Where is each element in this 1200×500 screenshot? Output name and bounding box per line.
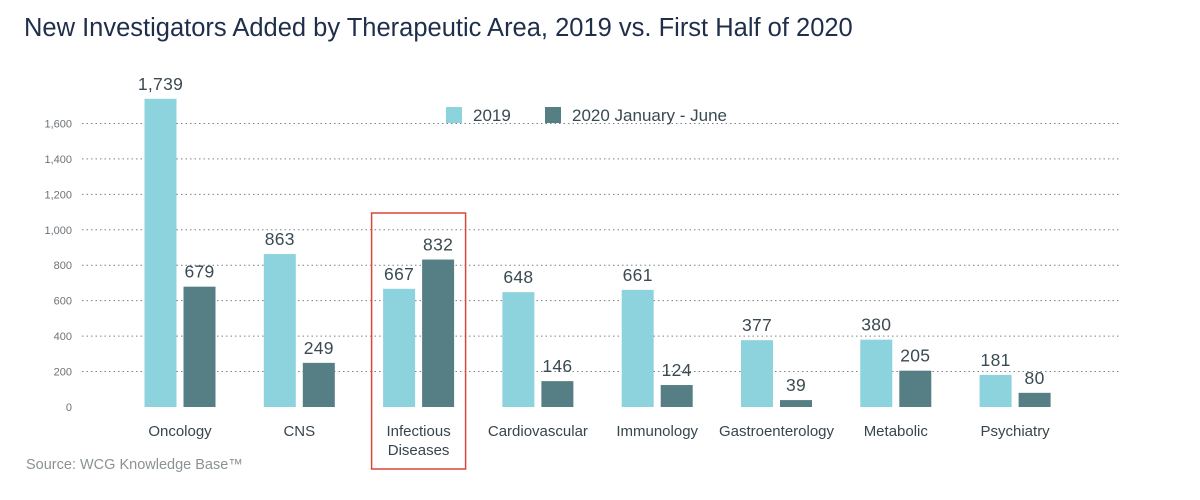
- legend-label: 2019: [473, 106, 511, 125]
- category-label: Oncology: [148, 423, 212, 440]
- category-label: Infectious: [386, 423, 450, 440]
- y-tick-label: 1,600: [44, 118, 72, 130]
- bar-value-label: 39: [786, 375, 806, 395]
- category-label: Immunology: [616, 423, 698, 440]
- bar-value-label: 146: [542, 356, 572, 376]
- highlight-layer: [370, 212, 467, 470]
- bar-value-label: 249: [304, 338, 334, 358]
- category-label: Metabolic: [864, 423, 929, 440]
- highlight-box: [370, 212, 467, 470]
- y-tick-label: 200: [54, 367, 72, 379]
- bar: [302, 362, 335, 407]
- bar-value-label: 205: [900, 346, 930, 366]
- bar-value-label: 648: [503, 267, 533, 287]
- chart-title: New Investigators Added by Therapeutic A…: [24, 14, 853, 42]
- bar: [660, 385, 693, 407]
- legend-label: 2020 January - June: [572, 106, 727, 125]
- bar-value-label: 1,739: [138, 74, 183, 94]
- category-label: Cardiovascular: [488, 423, 588, 440]
- bar: [621, 289, 654, 407]
- x-axis-categories: Oncology CNS Infectious Diseases Cardiovascu…: [148, 423, 1050, 459]
- gridlines: [82, 122, 1120, 373]
- bar: [263, 254, 296, 407]
- bar: [780, 400, 812, 407]
- bar-value-label: 863: [265, 229, 295, 249]
- source-note: Source: WCG Knowledge Base™: [26, 457, 243, 473]
- bar: [383, 288, 416, 407]
- bar-value-label: 124: [662, 360, 692, 380]
- category-label: Diseases: [388, 442, 450, 459]
- bar: [979, 374, 1012, 407]
- y-tick-label: 800: [54, 260, 72, 272]
- bars: [144, 98, 1051, 408]
- bar: [183, 286, 216, 407]
- bar-value-label: 832: [423, 235, 453, 255]
- bar-value-label: 667: [384, 264, 414, 284]
- bar: [541, 381, 574, 407]
- category-label: Gastroenterology: [719, 423, 835, 440]
- y-tick-label: 1,000: [44, 225, 72, 237]
- y-tick-label: 600: [54, 296, 72, 308]
- legend-swatch: [446, 107, 462, 123]
- bar-value-label: 661: [623, 265, 653, 285]
- y-tick-label: 0: [66, 402, 72, 414]
- bar: [422, 259, 455, 407]
- y-tick-label: 1,400: [44, 154, 72, 166]
- bar: [741, 340, 773, 407]
- legend: 2019 2020 January - June: [446, 106, 727, 125]
- bar: [899, 370, 932, 407]
- bar: [144, 98, 177, 408]
- bar-value-label: 377: [742, 315, 772, 335]
- category-label: CNS: [283, 423, 315, 440]
- y-axis-ticks: 0 200 400 600 800 1,000 1,200 1,400 1,600: [44, 118, 72, 414]
- data-labels: 1,739 679 863 249 667 832 648 146 661 124 377 39 380…: [138, 74, 1045, 395]
- bar: [502, 292, 535, 407]
- legend-swatch: [545, 107, 561, 123]
- bar-value-label: 380: [861, 315, 891, 335]
- bar-value-label: 679: [184, 262, 214, 282]
- bar-value-label: 80: [1025, 368, 1045, 388]
- bar-value-label: 181: [981, 350, 1011, 370]
- y-tick-label: 1,200: [44, 189, 72, 201]
- bar: [860, 339, 893, 407]
- y-tick-label: 400: [54, 331, 72, 343]
- bar: [1018, 392, 1051, 407]
- category-label: Psychiatry: [981, 423, 1051, 440]
